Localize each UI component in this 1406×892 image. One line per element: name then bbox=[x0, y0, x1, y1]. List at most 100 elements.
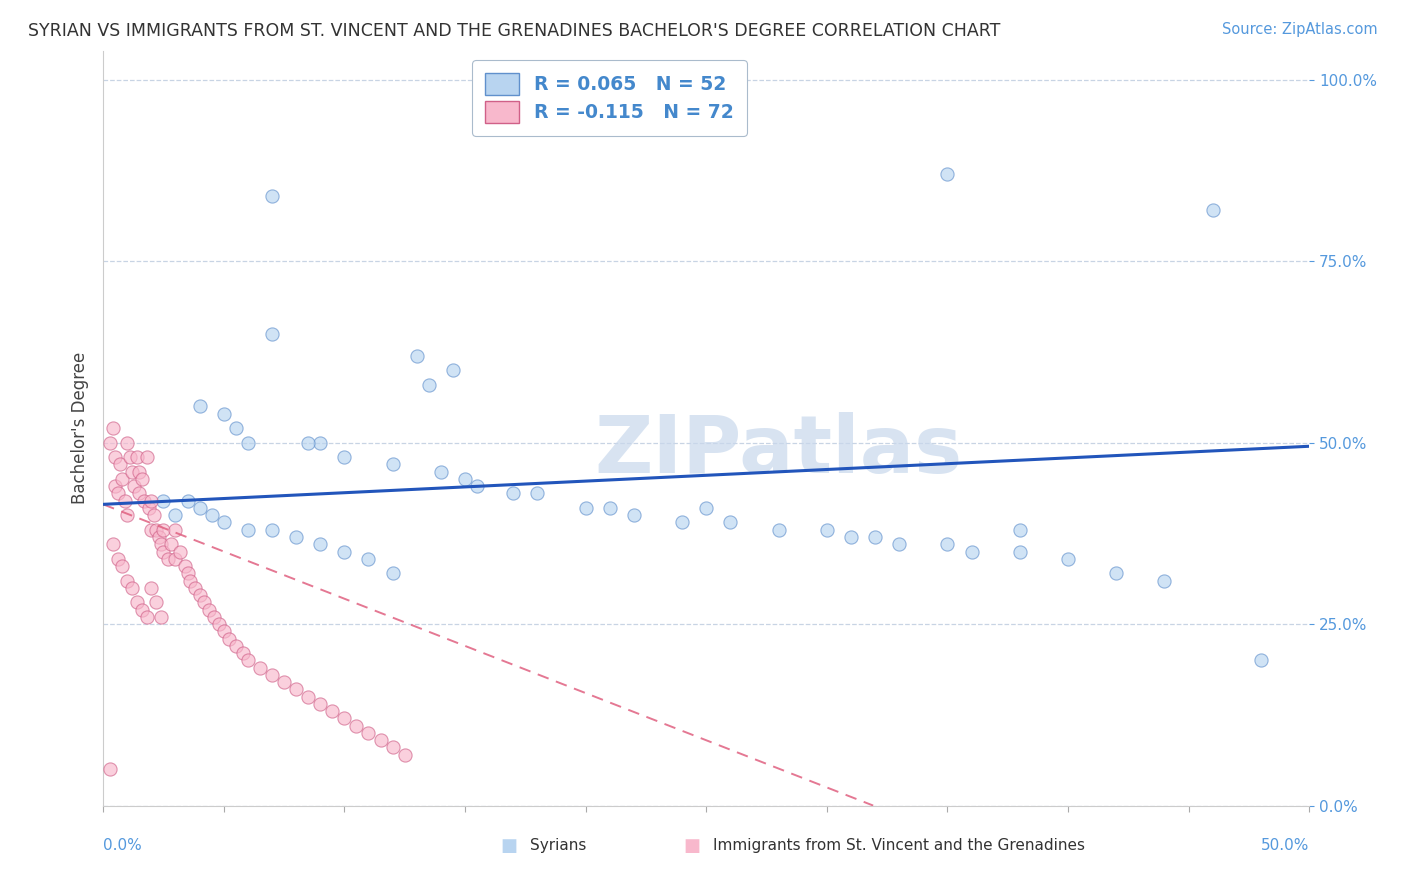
Point bbox=[671, 516, 693, 530]
Text: ■: ■ bbox=[683, 837, 700, 855]
Point bbox=[157, 551, 180, 566]
Text: 50.0%: 50.0% bbox=[1261, 838, 1309, 854]
Point bbox=[145, 523, 167, 537]
Point bbox=[454, 472, 477, 486]
Point bbox=[174, 559, 197, 574]
Point bbox=[111, 559, 134, 574]
Point bbox=[381, 566, 404, 581]
Point bbox=[344, 719, 367, 733]
Point bbox=[889, 537, 911, 551]
Point bbox=[381, 740, 404, 755]
Point bbox=[285, 682, 308, 697]
Point bbox=[98, 762, 121, 776]
Point bbox=[260, 326, 283, 341]
Text: ■: ■ bbox=[501, 837, 517, 855]
Point bbox=[104, 479, 127, 493]
Point bbox=[201, 508, 224, 523]
Point bbox=[131, 602, 153, 616]
Text: Immigrants from St. Vincent and the Grenadines: Immigrants from St. Vincent and the Gren… bbox=[713, 838, 1085, 854]
Text: SYRIAN VS IMMIGRANTS FROM ST. VINCENT AND THE GRENADINES BACHELOR'S DEGREE CORRE: SYRIAN VS IMMIGRANTS FROM ST. VINCENT AN… bbox=[28, 22, 1001, 40]
Point bbox=[176, 566, 198, 581]
Point bbox=[381, 458, 404, 472]
Point bbox=[309, 697, 332, 711]
Point bbox=[152, 493, 174, 508]
Point bbox=[138, 500, 160, 515]
Point bbox=[135, 610, 157, 624]
Point bbox=[465, 479, 488, 493]
Point bbox=[150, 610, 173, 624]
Point bbox=[357, 726, 380, 740]
Point bbox=[333, 711, 356, 725]
Point bbox=[107, 551, 129, 566]
Point bbox=[441, 363, 464, 377]
Point bbox=[131, 472, 153, 486]
Point bbox=[225, 421, 247, 435]
Point bbox=[165, 508, 187, 523]
Point bbox=[165, 551, 187, 566]
Point bbox=[260, 668, 283, 682]
Point bbox=[333, 450, 356, 465]
Point bbox=[101, 421, 124, 435]
Point bbox=[599, 500, 621, 515]
Point bbox=[1105, 566, 1128, 581]
Legend: R = 0.065   N = 52, R = -0.115   N = 72: R = 0.065 N = 52, R = -0.115 N = 72 bbox=[472, 60, 747, 136]
Point bbox=[623, 508, 645, 523]
Point bbox=[117, 508, 139, 523]
Point bbox=[114, 493, 136, 508]
Point bbox=[128, 465, 150, 479]
Point bbox=[863, 530, 886, 544]
Point bbox=[695, 500, 717, 515]
Point bbox=[297, 435, 319, 450]
Text: 0.0%: 0.0% bbox=[103, 838, 142, 854]
Point bbox=[418, 377, 440, 392]
Point bbox=[1153, 574, 1175, 588]
Point bbox=[188, 500, 211, 515]
Point bbox=[188, 400, 211, 414]
Text: Syrians: Syrians bbox=[530, 838, 586, 854]
Point bbox=[218, 632, 240, 646]
Point bbox=[193, 595, 215, 609]
Text: Source: ZipAtlas.com: Source: ZipAtlas.com bbox=[1222, 22, 1378, 37]
Point bbox=[285, 530, 308, 544]
Point bbox=[152, 544, 174, 558]
Point bbox=[141, 581, 163, 595]
Point bbox=[232, 646, 254, 660]
Point bbox=[526, 486, 548, 500]
Point bbox=[1202, 203, 1225, 218]
Point bbox=[141, 523, 163, 537]
Point bbox=[104, 450, 127, 465]
Point bbox=[152, 523, 174, 537]
Point bbox=[574, 500, 596, 515]
Point bbox=[128, 486, 150, 500]
Point bbox=[117, 435, 139, 450]
Point bbox=[117, 574, 139, 588]
Point bbox=[333, 544, 356, 558]
Point bbox=[309, 435, 332, 450]
Point bbox=[208, 617, 231, 632]
Point bbox=[121, 465, 143, 479]
Point bbox=[260, 189, 283, 203]
Point bbox=[236, 523, 259, 537]
Point bbox=[121, 581, 143, 595]
Point bbox=[212, 624, 235, 639]
Point bbox=[225, 639, 247, 653]
Point bbox=[936, 167, 959, 181]
Point bbox=[430, 465, 453, 479]
Text: ZIPatlas: ZIPatlas bbox=[595, 412, 963, 490]
Point bbox=[1008, 544, 1031, 558]
Point bbox=[98, 435, 121, 450]
Point bbox=[718, 516, 741, 530]
Point bbox=[249, 660, 271, 674]
Point bbox=[394, 747, 416, 762]
Point bbox=[1057, 551, 1080, 566]
Y-axis label: Bachelor's Degree: Bachelor's Degree bbox=[72, 352, 89, 504]
Point bbox=[150, 537, 173, 551]
Point bbox=[815, 523, 838, 537]
Point bbox=[297, 690, 319, 704]
Point bbox=[502, 486, 524, 500]
Point bbox=[936, 537, 959, 551]
Point bbox=[839, 530, 862, 544]
Point bbox=[273, 675, 295, 690]
Point bbox=[370, 733, 392, 747]
Point bbox=[179, 574, 201, 588]
